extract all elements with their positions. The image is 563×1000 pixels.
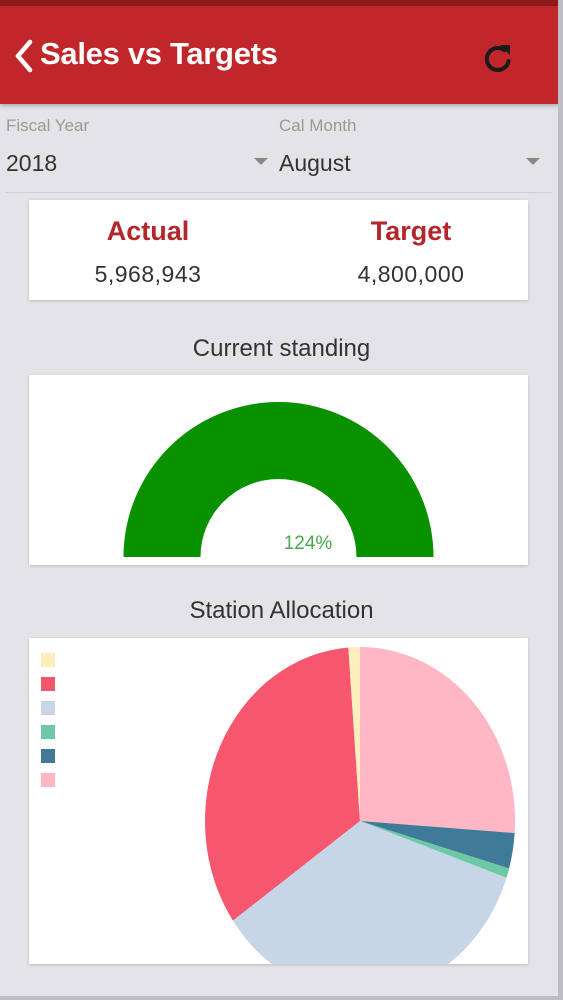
legend-item [41, 720, 59, 744]
pie-slice[interactable] [360, 821, 515, 869]
target-label: Target [370, 216, 452, 246]
pie-slice[interactable] [360, 821, 510, 878]
legend-swatch [41, 773, 55, 787]
refresh-button[interactable] [478, 40, 518, 80]
fiscal-year-dropdown-icon[interactable] [254, 158, 268, 165]
gauge-card: 124% [29, 375, 528, 565]
legend-swatch [41, 749, 55, 763]
legend-item [41, 672, 59, 696]
legend-swatch [41, 725, 55, 739]
pie-legend [41, 648, 59, 792]
actual-value: 5,968,943 [94, 261, 202, 287]
frame-edge-right [558, 0, 563, 1000]
pie-slice[interactable] [348, 647, 360, 821]
filter-divider [6, 192, 552, 193]
back-button[interactable] [10, 34, 38, 78]
gauge-chart [123, 402, 434, 557]
refresh-icon [484, 45, 511, 72]
pie-chart [204, 647, 515, 964]
gauge-fill [123, 402, 434, 557]
cal-month-dropdown-icon[interactable] [526, 158, 540, 165]
page-title: Sales vs Targets [40, 36, 278, 71]
legend-item [41, 768, 59, 792]
pie-slice[interactable] [360, 647, 515, 834]
legend-item [41, 648, 59, 672]
pie-card [29, 638, 528, 964]
actual-label: Actual [106, 216, 190, 246]
pie-title: Station Allocation [189, 597, 374, 624]
legend-swatch [41, 677, 55, 691]
fiscal-year-label: Fiscal Year [6, 116, 90, 135]
gauge-title: Current standing [192, 335, 371, 362]
legend-swatch [41, 653, 55, 667]
cal-month-select[interactable]: August [279, 150, 351, 176]
target-value: 4,800,000 [357, 261, 465, 287]
legend-item [41, 696, 59, 720]
frame-edge-bottom [0, 996, 563, 1000]
chevron-left-icon [15, 39, 33, 73]
app-bar: Sales vs Targets [0, 6, 560, 104]
fiscal-year-select[interactable]: 2018 [6, 150, 58, 176]
gauge-percent-label: 124% [283, 533, 333, 554]
pie-slice[interactable] [232, 821, 507, 964]
kpi-card: Actual 5,968,943 Target 4,800,000 [29, 200, 528, 300]
legend-swatch [41, 701, 55, 715]
pie-slice[interactable] [204, 647, 360, 921]
legend-item [41, 744, 59, 768]
status-strip [0, 0, 563, 6]
cal-month-label: Cal Month [279, 116, 357, 135]
